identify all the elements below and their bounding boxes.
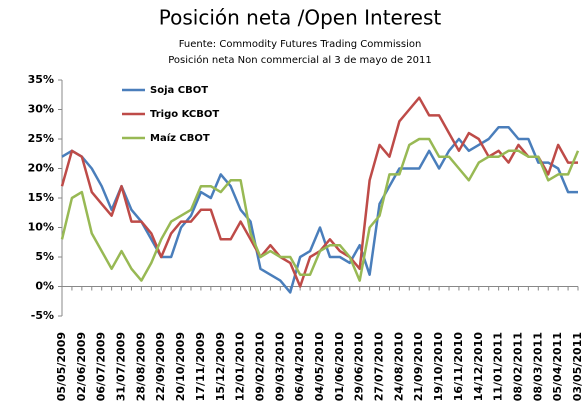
x-tick-label: 05/04/2011 [551,332,564,401]
y-tick-label: 0% [35,280,54,293]
legend-label: Maíz CBOT [150,132,210,144]
series-line [60,137,580,282]
x-tick-label: 09/02/2010 [253,332,266,402]
x-tick-label: 05/05/2009 [55,332,68,401]
legend-label: Trigo KCBOT [150,109,219,120]
y-tick-label: 30% [28,103,54,116]
y-tick-label: 5% [35,250,54,263]
y-tick-label: 10% [28,221,54,234]
x-tick-label: 28/08/2009 [134,332,147,401]
y-tick-label: 35% [28,73,54,86]
chart-title: Posición neta /Open Interest [159,6,442,30]
x-tick-label: 08/02/2011 [511,332,524,401]
x-tick-label: 24/08/2010 [392,332,405,402]
x-tick-label: 12/01/2010 [234,332,247,402]
x-tick-label: 27/07/2010 [373,332,386,402]
x-tick-label: 29/06/2010 [353,332,366,402]
x-tick-label: 16/11/2010 [452,332,465,402]
x-tick-label: 03/05/2011 [571,332,584,401]
y-tick-label: 20% [28,162,54,175]
legend-label: Soja CBOT [150,85,208,96]
x-tick-label: 22/09/2009 [154,332,167,401]
x-tick-label: 01/06/2010 [333,332,346,402]
chart-subtitle: Fuente: Commodity Futures Trading Commis… [179,39,422,50]
x-tick-label: 09/03/2010 [273,332,286,402]
x-tick-label: 04/05/2010 [313,332,326,402]
chart-subtitle: Posición neta Non commercial al 3 de may… [168,54,432,66]
x-tick-label: 02/06/2009 [75,332,88,401]
x-tick-label: 14/12/2010 [472,332,485,402]
y-tick-label: 25% [28,132,54,145]
x-tick-label: 06/07/2009 [95,332,108,401]
x-tick-label: 11/01/2011 [492,332,505,401]
x-tick-label: 17/11/2009 [194,332,207,401]
x-tick-label: 06/04/2010 [293,332,306,402]
x-tick-label: 15/12/2009 [214,332,227,401]
x-tick-label: 20/10/2009 [174,332,187,401]
series-line [61,125,578,294]
x-tick-label: 19/10/2010 [432,332,445,402]
y-tick-label: 15% [28,191,54,204]
y-tick-label: -5% [31,309,54,322]
x-tick-label: 08/03/2011 [531,332,544,401]
x-tick-label: 21/09/2010 [412,332,425,402]
x-tick-label: 31/07/2009 [115,332,128,401]
